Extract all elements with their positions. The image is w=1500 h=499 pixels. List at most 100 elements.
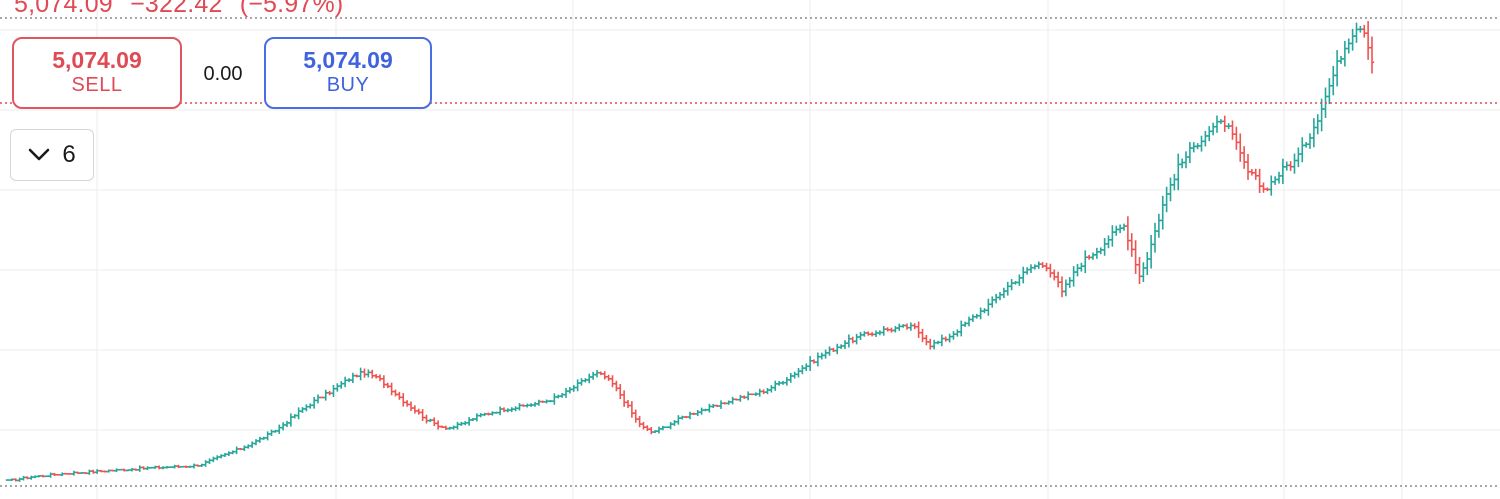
ohlc-bar (807, 356, 813, 371)
buy-button[interactable]: 5,074.09 BUY (264, 37, 432, 109)
last-price: 5,074.09 (14, 0, 113, 18)
spread-value: 0.00 (203, 63, 243, 85)
ohlc-bar (249, 441, 255, 448)
ohlc-bar (738, 394, 743, 402)
ohlc-bar (1152, 222, 1158, 253)
ohlc-bar (1179, 158, 1185, 169)
ohlc-bar (242, 445, 247, 451)
ohlc-bar (133, 468, 139, 471)
ohlc-bar (230, 450, 235, 455)
indicators-count: 6 (62, 141, 76, 168)
ohlc-bar (621, 390, 627, 407)
ohlc-bar (862, 331, 867, 337)
ohlc-bar (1365, 21, 1371, 60)
ohlc-bar (1199, 135, 1204, 152)
ohlc-bar (435, 420, 441, 430)
ohlc-bar (1106, 235, 1111, 249)
ohlc-bar (881, 326, 886, 336)
ohlc-bar (579, 378, 584, 386)
ohlc-bar (1187, 142, 1193, 164)
ohlc-bar (9, 478, 15, 481)
ohlc-bar (1040, 262, 1045, 268)
ohlc-bar (587, 373, 592, 384)
ohlc-bar (463, 421, 468, 426)
ohlc-bar (420, 409, 425, 421)
ohlc-bar (385, 382, 390, 389)
ohlc-bar (668, 422, 673, 430)
ohlc-bar (327, 390, 332, 396)
ohlc-bar (203, 460, 208, 467)
ohlc-bar (893, 326, 898, 333)
price-change-percent: (−5.97%) (239, 0, 344, 18)
ohlc-bar (1024, 267, 1030, 275)
ohlc-bar (602, 371, 607, 380)
ohlc-bar (912, 323, 917, 330)
ohlc-bars (5, 21, 1375, 482)
ohlc-bar (745, 391, 751, 401)
ohlc-bar (350, 372, 356, 384)
ohlc-bar (1338, 55, 1344, 64)
ohlc-bar (804, 363, 809, 371)
ohlc-bar (381, 375, 387, 389)
ohlc-bar (978, 307, 983, 320)
ohlc-bar (1245, 154, 1251, 180)
ohlc-bar (1265, 187, 1270, 192)
ohlc-bar (594, 369, 600, 378)
ohlc-bar (761, 389, 766, 395)
ohlc-bar (145, 466, 150, 471)
ohlc-bar (401, 393, 406, 407)
ohlc-bar (1086, 254, 1092, 260)
ohlc-bar (525, 403, 530, 408)
ohlc-bar (1261, 182, 1266, 193)
ohlc-bar (838, 344, 844, 349)
ohlc-bar (199, 463, 204, 467)
ohlc-bar (897, 323, 902, 331)
ohlc-bar (215, 455, 220, 461)
ohlc-bar (1168, 177, 1173, 202)
ohlc-bar (974, 313, 979, 319)
ohlc-bar (1160, 195, 1165, 230)
ohlc-bar (986, 298, 991, 316)
ohlc-bar (1121, 223, 1127, 231)
sell-button[interactable]: 5,074.09 SELL (12, 37, 182, 109)
ohlc-bar (703, 408, 708, 412)
indicators-toggle-button[interactable]: 6 (10, 129, 94, 181)
ohlc-bar (187, 465, 193, 468)
price-change: −322.42 (130, 0, 223, 18)
ohlc-bar (846, 334, 852, 348)
ohlc-bar (98, 469, 104, 473)
ohlc-bar (358, 367, 363, 381)
ohlc-bar (1369, 36, 1375, 74)
ohlc-bar (1358, 26, 1363, 33)
ohlc-bar (606, 374, 611, 381)
ohlc-bar (1102, 238, 1107, 256)
ohlc-bar (1226, 123, 1231, 130)
ohlc-bar (486, 412, 491, 416)
ohlc-bar (284, 420, 290, 428)
ohlc-bar (1269, 175, 1274, 196)
ohlc-bar (1207, 126, 1212, 142)
ohlc-bar (683, 416, 689, 419)
ohlc-bar (548, 400, 553, 403)
ohlc-bar (819, 352, 824, 360)
ohlc-bar (753, 392, 759, 396)
ohlc-bar (680, 415, 685, 420)
ohlc-bar (1257, 168, 1262, 194)
ohlc-bar (1300, 137, 1305, 163)
ohlc-bar (823, 349, 828, 359)
ohlc-bar (1090, 252, 1096, 260)
ohlc-bar (412, 405, 418, 414)
ohlc-bar (110, 469, 115, 472)
ohlc-bar (699, 407, 704, 415)
quote-header: 5,074.09 −322.42 (−5.97%) (14, 0, 353, 19)
ohlc-bar (544, 399, 549, 404)
ohlc-bar (633, 409, 638, 423)
ohlc-bar (1125, 216, 1131, 251)
ohlc-bar (1071, 266, 1076, 287)
ohlc-bar (1063, 279, 1069, 297)
ohlc-bar (1172, 173, 1177, 191)
ohlc-bar (730, 396, 735, 405)
